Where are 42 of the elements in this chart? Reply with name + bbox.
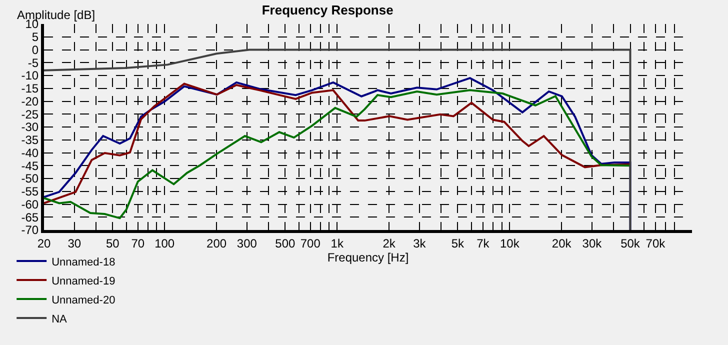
legend-label: Unnamed-20 [52,294,116,306]
x-tick-label: 30 [68,236,82,250]
y-tick-label: -10 [21,68,39,83]
x-tick-label: 3k [413,236,427,250]
x-tick-label: 2k [382,236,396,250]
x-tick-label: 50k [620,236,641,250]
x-axis-title: Frequency [Hz] [327,250,409,264]
y-tick-label: -25 [21,107,39,122]
x-tick-label: 20 [37,236,51,250]
y-tick-label: -65 [21,210,39,224]
x-tick-label: 100 [154,236,175,250]
x-tick-label: 20k [552,236,572,250]
x-tick-label: 7k [476,236,490,250]
y-tick-label: 0 [32,42,39,57]
y-tick-label: -5 [28,56,39,70]
x-tick-label: 300 [236,236,258,250]
y-tick-label: -40 [21,146,39,160]
x-tick-label: 70 [131,236,145,250]
y-tick-label: -30 [21,120,39,134]
y-tick-label: -35 [21,133,39,148]
x-tick-label: 5k [451,236,466,250]
legend-label: Unnamed-19 [52,275,116,288]
x-tick-label: 700 [300,236,321,250]
y-tick-label: -60 [21,197,39,212]
y-axis-title: Amplitude [dB] [17,8,96,22]
x-tick-label: 200 [206,236,227,250]
chart-title: Frequency Response [262,2,394,18]
y-tick-label: -55 [21,184,39,199]
x-tick-label: 500 [275,236,296,250]
x-tick-label: 10k [500,236,520,250]
y-tick-label: -50 [21,172,39,186]
x-tick-label: 50 [106,236,120,250]
x-tick-label: 1k [330,236,344,250]
legend-label: Unnamed-18 [52,256,116,268]
y-tick-label: 5 [32,30,39,44]
y-tick-label: -15 [21,82,39,96]
y-tick-label: -70 [21,223,39,238]
x-tick-label: 30k [582,236,603,250]
y-tick-label: -45 [21,158,39,173]
y-tick-label: -20 [21,94,39,108]
legend-label: NA [52,313,68,326]
x-tick-label: 70k [646,236,666,250]
